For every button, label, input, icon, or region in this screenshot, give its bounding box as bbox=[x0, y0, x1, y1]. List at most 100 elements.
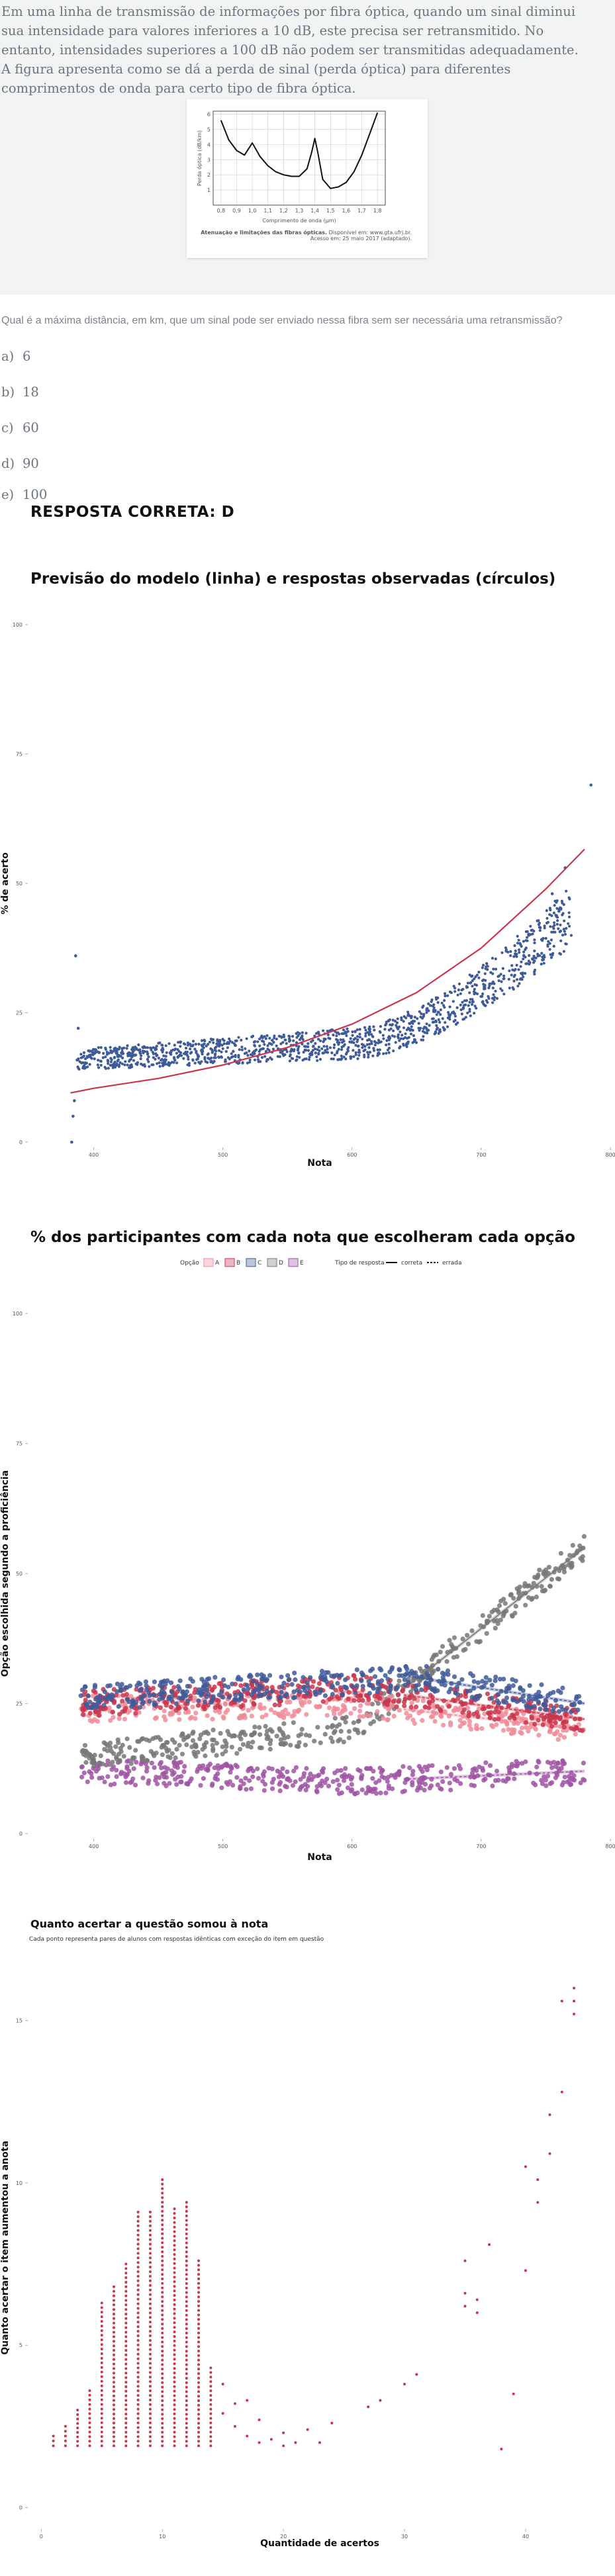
alternative-1[interactable]: b) 18 bbox=[1, 384, 39, 400]
observed-point bbox=[136, 1061, 139, 1064]
observed-point bbox=[193, 1061, 197, 1065]
observed-point bbox=[447, 1010, 450, 1014]
alternative-4[interactable]: e) 100 bbox=[1, 487, 47, 502]
observed-point bbox=[291, 1057, 295, 1060]
point-C bbox=[196, 1698, 201, 1703]
point-D bbox=[240, 1742, 246, 1747]
observed-point bbox=[385, 1051, 388, 1055]
point-B bbox=[524, 1720, 529, 1725]
observed-point bbox=[312, 1044, 315, 1047]
gain-point bbox=[560, 2090, 563, 2094]
observed-point bbox=[451, 1000, 455, 1003]
point-B bbox=[87, 1710, 93, 1716]
observed-point bbox=[433, 1032, 436, 1036]
gain-point bbox=[246, 2434, 249, 2438]
gain-point bbox=[258, 2441, 261, 2444]
observed-point bbox=[318, 1057, 322, 1061]
observed-point bbox=[314, 1042, 317, 1045]
point-B bbox=[573, 1724, 579, 1730]
observed-point bbox=[308, 1053, 312, 1056]
observed-point bbox=[455, 1006, 459, 1009]
gain-point bbox=[136, 2371, 140, 2374]
observed-point bbox=[99, 1059, 102, 1063]
observed-point bbox=[285, 1050, 289, 1053]
question-panel: Em uma linha de transmissão de informaçõ… bbox=[0, 0, 615, 294]
point-C bbox=[480, 1679, 485, 1684]
observed-point bbox=[524, 971, 527, 975]
point-B bbox=[492, 1716, 497, 1722]
gain-point bbox=[136, 2266, 140, 2269]
point-E bbox=[470, 1767, 475, 1772]
gain-point bbox=[161, 2390, 164, 2393]
point-B bbox=[496, 1716, 501, 1722]
point-E bbox=[330, 1779, 336, 1784]
observed-point bbox=[510, 973, 513, 977]
point-E bbox=[559, 1783, 565, 1788]
observed-point bbox=[477, 971, 481, 974]
gain-point bbox=[124, 2313, 128, 2316]
point-A bbox=[342, 1705, 348, 1710]
alternative-value: 100 bbox=[23, 487, 48, 502]
point-A bbox=[441, 1722, 446, 1728]
gain-point bbox=[209, 2412, 213, 2415]
gain-point bbox=[306, 2428, 309, 2431]
gain-point bbox=[173, 2362, 176, 2366]
observed-point bbox=[113, 1056, 116, 1059]
gain-point bbox=[209, 2376, 213, 2379]
point-C bbox=[301, 1675, 306, 1680]
gain-point bbox=[124, 2317, 128, 2320]
point-B bbox=[426, 1705, 432, 1710]
gain-point bbox=[124, 2367, 128, 2370]
observed-point bbox=[468, 1010, 471, 1013]
observed-point bbox=[371, 1054, 375, 1057]
point-C bbox=[248, 1674, 254, 1679]
point-E bbox=[105, 1758, 111, 1763]
gain-point bbox=[148, 2435, 152, 2438]
observed-point bbox=[162, 1054, 166, 1057]
point-D bbox=[147, 1738, 152, 1744]
gain-point bbox=[379, 2399, 382, 2402]
observed-point bbox=[135, 1047, 138, 1051]
point-E bbox=[293, 1779, 298, 1785]
point-B bbox=[475, 1714, 481, 1719]
gain-point bbox=[100, 2384, 103, 2387]
alternative-0[interactable]: a) 6 bbox=[1, 349, 30, 364]
point-E bbox=[451, 1766, 457, 1771]
point-C bbox=[118, 1687, 124, 1693]
observed-point bbox=[313, 1047, 317, 1051]
gain-point bbox=[185, 2345, 188, 2348]
point-C bbox=[258, 1683, 263, 1689]
observed-point bbox=[276, 1055, 279, 1058]
observed-point bbox=[384, 1024, 387, 1027]
point-E bbox=[215, 1763, 220, 1768]
point-C bbox=[305, 1680, 310, 1685]
point-C bbox=[377, 1685, 382, 1691]
point-E bbox=[165, 1766, 170, 1771]
gain-point bbox=[148, 2284, 152, 2287]
point-D bbox=[169, 1751, 175, 1756]
observed-point bbox=[414, 1038, 417, 1042]
point-C bbox=[85, 1693, 91, 1699]
point-E bbox=[162, 1781, 167, 1786]
alternative-3[interactable]: d) 90 bbox=[1, 456, 39, 471]
gain-point bbox=[113, 2299, 116, 2302]
gain-point bbox=[161, 2358, 164, 2362]
alternative-2[interactable]: c) 60 bbox=[1, 420, 39, 435]
point-B bbox=[413, 1705, 419, 1710]
observed-point bbox=[279, 1042, 283, 1045]
point-B bbox=[353, 1677, 358, 1682]
point-E bbox=[247, 1778, 252, 1783]
gain-point bbox=[161, 2381, 164, 2384]
observed-point bbox=[154, 1052, 158, 1055]
observed-point bbox=[158, 1065, 162, 1068]
observed-point bbox=[516, 942, 520, 945]
observed-point bbox=[543, 924, 546, 928]
gain-point bbox=[573, 2012, 576, 2016]
observed-point bbox=[97, 1046, 100, 1049]
gain-point bbox=[294, 2441, 297, 2444]
observed-point bbox=[549, 909, 552, 912]
point-E bbox=[401, 1764, 406, 1769]
observed-point bbox=[402, 1037, 405, 1040]
point-C bbox=[414, 1687, 419, 1693]
observed-point bbox=[432, 1017, 435, 1020]
